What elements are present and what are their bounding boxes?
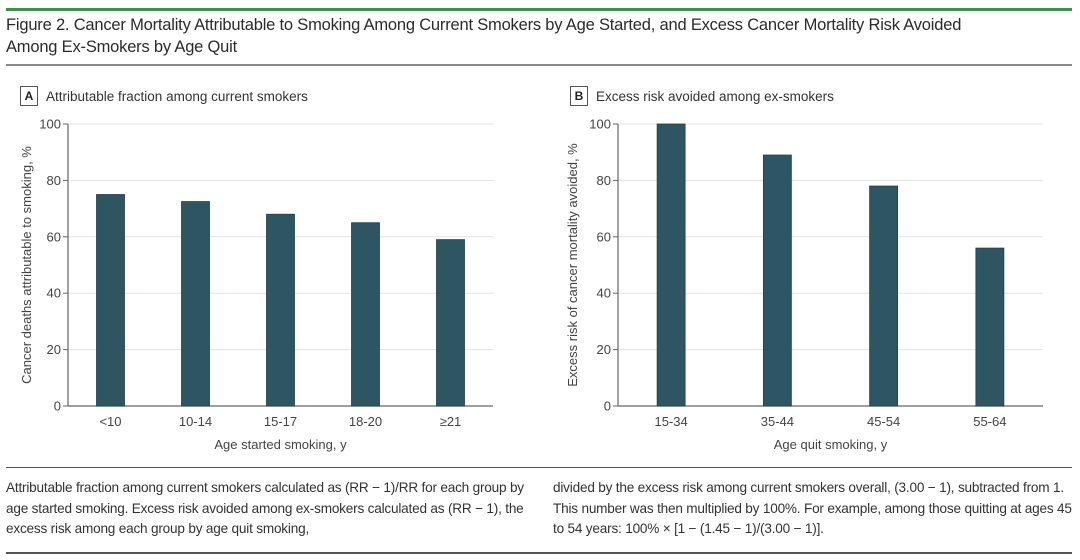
chart-a-ytick-label: 0 — [54, 399, 61, 414]
figure-top-rule — [6, 8, 1072, 11]
figure-title-line-2: Among Ex-Smokers by Age Quit — [6, 38, 237, 56]
chart-b-xtick-label: 45-54 — [867, 414, 900, 429]
chart-a-xtick-label: <10 — [99, 414, 121, 429]
chart-b-bar — [975, 247, 1005, 407]
chart-b-xtick-label: 55-64 — [973, 414, 1006, 429]
figure-title: Figure 2. Cancer Mortality Attributable … — [6, 14, 1072, 58]
chart-b-x-axis-label: Age quit smoking, y — [774, 437, 888, 452]
chart-a-ytick-label: 20 — [47, 342, 61, 357]
chart-a-bar — [436, 239, 465, 407]
chart-a-xtick-label: 10-14 — [179, 414, 212, 429]
caption-left: Attributable fraction among current smok… — [6, 480, 524, 536]
panel-a-letter: A — [20, 86, 38, 106]
chart-a-bar — [96, 194, 125, 407]
panel-a-header: A Attributable fraction among current sm… — [20, 86, 308, 106]
chart-a-xtick-label: 18-20 — [349, 414, 382, 429]
panel-b-header: B Excess risk avoided among ex-smokers — [570, 86, 834, 106]
chart-a-ytick-label: 60 — [47, 229, 61, 244]
panel-a-title: Attributable fraction among current smok… — [46, 88, 308, 104]
caption-top-rule — [6, 467, 1072, 468]
chart-a-ytick-label: 80 — [47, 173, 61, 188]
chart-a-y-axis-label: Cancer deaths attributable to smoking, % — [19, 146, 34, 384]
chart-a-xtick-label: ≥21 — [440, 414, 462, 429]
chart-b-bar — [656, 123, 686, 407]
caption-right: divided by the excess risk among current… — [553, 480, 1072, 536]
panel-b-title: Excess risk avoided among ex-smokers — [596, 88, 834, 104]
chart-b-ytick-label: 40 — [597, 286, 611, 301]
chart-b-y-axis-label: Excess risk of cancer mortality avoided,… — [565, 143, 580, 387]
chart-a-bar — [351, 222, 380, 407]
chart-b-ytick-label: 20 — [597, 342, 611, 357]
chart-b-xtick-label: 35-44 — [761, 414, 794, 429]
caption-bottom-rule — [6, 552, 1072, 554]
figure-title-rule — [6, 64, 1072, 66]
figure-title-line-1: Figure 2. Cancer Mortality Attributable … — [6, 16, 962, 34]
panel-b-letter: B — [570, 86, 588, 106]
chart-b-ytick-label: 80 — [597, 173, 611, 188]
chart-a: 0 20 40 60 80 100 <10 10-14 15-17 18-20 ≥21 Age sta… — [19, 117, 493, 452]
chart-b-ytick-label: 60 — [597, 229, 611, 244]
chart-b: 0 20 40 60 80 100 15-34 35-44 45-54 55-64 Age quit… — [565, 117, 1043, 452]
chart-a-xtick-label: 15-17 — [264, 414, 297, 429]
chart-b-bar — [869, 185, 899, 407]
chart-b-xtick-label: 15-34 — [655, 414, 688, 429]
chart-b-bar — [762, 154, 792, 407]
chart-b-ytick-label: 0 — [604, 399, 611, 414]
chart-a-ytick-label: 100 — [39, 117, 61, 132]
chart-a-ytick-label: 40 — [47, 286, 61, 301]
chart-b-ytick-label: 100 — [589, 117, 611, 132]
chart-a-bar — [266, 213, 295, 407]
chart-a-bar — [181, 201, 210, 407]
chart-a-x-axis-label: Age started smoking, y — [214, 437, 347, 452]
